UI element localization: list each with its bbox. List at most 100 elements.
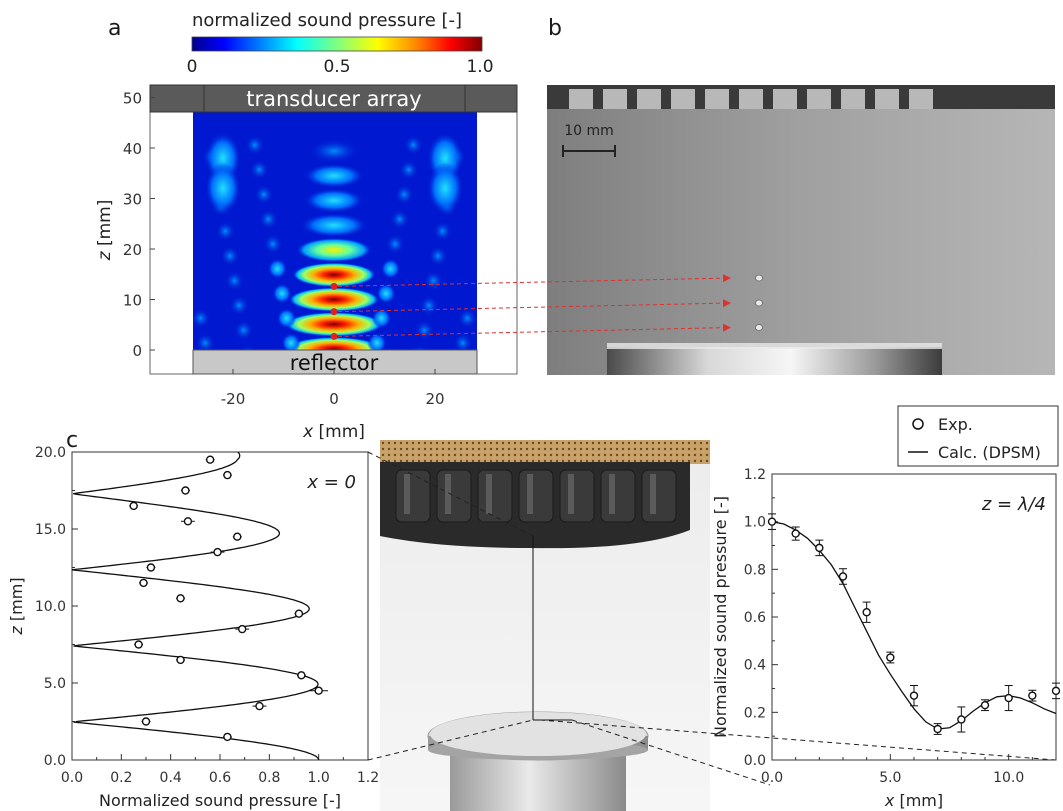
field-z-tick-label: 10 (123, 292, 142, 310)
photo-transducer-can (909, 89, 933, 109)
field-side-lobe (385, 233, 405, 255)
setup-transducer-can (600, 469, 636, 523)
exp-point (838, 572, 848, 581)
field-side-lobe (245, 134, 265, 156)
reflector (192, 349, 478, 375)
field-side-lobe (233, 320, 254, 341)
chart-z-profile-xlabel: Normalized sound pressure [-] (99, 791, 341, 810)
photo-transducer-can (637, 89, 661, 109)
chart-x-profile: Exp. Calc. (DPSM) 0.0 5.0 10.0 0.0 0.2 0.4 0.6… (711, 405, 1061, 810)
field-edge-lobe (427, 162, 464, 215)
exp-point (815, 543, 824, 553)
z-profile-x-tick-label: 0.6 (209, 770, 231, 786)
photo-transducer-can (807, 89, 831, 109)
field-side-lobe (267, 258, 288, 279)
exp-point (314, 686, 323, 695)
field-side-lobe (380, 258, 401, 279)
colorbar-tick-max: 1.0 (466, 57, 493, 77)
x-profile-y-tick-label: 1.2 (744, 467, 766, 483)
photo-reflector (607, 347, 942, 375)
field-side-lobe (457, 308, 477, 329)
field-lobe (288, 287, 380, 312)
photo-particles (755, 274, 763, 331)
exp-point (129, 501, 138, 511)
field-side-lobe (394, 184, 414, 205)
field-map-z-ticks: 0 10 20 30 40 50 (123, 90, 155, 360)
calc-curve-z-profile (71, 451, 320, 761)
photo-particle (755, 299, 763, 307)
field-x-tick-label: 20 (425, 390, 444, 408)
photo-transducer-can (671, 89, 695, 109)
chart-z-profile: 0.0 0.2 0.4 0.6 0.8 1.0 1.20.05.010.015.020.0 … (7, 445, 379, 810)
exp-point (909, 691, 919, 700)
colorbar-gradient (191, 36, 483, 52)
chart-x-profile-ylabel: Normalized sound pressure [-] (711, 496, 730, 738)
field-lobe (299, 213, 369, 238)
field-side-lobe (193, 308, 211, 329)
chart-z-profile-annotation: x = 0 (306, 472, 356, 493)
field-lobe (284, 336, 384, 350)
photo-transducer-can (569, 89, 593, 109)
exp-point (176, 594, 185, 603)
x-profile-x-tick-label: 10.0 (993, 770, 1024, 786)
exp-point (957, 715, 966, 724)
field-edge-lobe (204, 162, 241, 215)
photo-transducers (569, 89, 933, 109)
photo-particle (755, 324, 763, 331)
x-profile-x-tick-label: 5.0 (879, 770, 901, 786)
field-z-tick-label: 20 (123, 241, 142, 259)
exp-point (134, 640, 143, 649)
exp-point (181, 486, 190, 495)
field-lobe (303, 163, 365, 188)
exp-point (141, 717, 151, 726)
z-profile-x-tick-label: 0.8 (258, 770, 280, 786)
setup-transducer-can (518, 469, 554, 523)
z-profile-y-tick-label: 10.0 (35, 599, 66, 615)
x-profile-x-tick-label: 0.0 (761, 770, 783, 786)
exp-point (205, 455, 215, 464)
setup-transducer-can (559, 469, 595, 523)
field-z-tick-label: 40 (123, 140, 142, 158)
field-side-lobe (258, 209, 279, 230)
photo-transducer-can (705, 89, 729, 109)
setup-photo (380, 440, 710, 811)
field-side-lobe (367, 332, 387, 350)
exp-point (1051, 686, 1061, 696)
z-profile-x-tick-label: 1.0 (308, 770, 330, 786)
exp-point (294, 609, 304, 618)
chart-x-profile-xlabel: x [mm] (884, 791, 943, 810)
node-marker (330, 282, 338, 290)
field-side-lobe (371, 308, 392, 329)
node-marker (330, 308, 338, 316)
field-side-lobe (249, 159, 269, 180)
field-side-lobe (272, 283, 292, 304)
field-side-lobe (419, 295, 439, 316)
field-x-tick-label: 0 (329, 390, 339, 408)
exp-point (862, 608, 871, 617)
field-side-lobe (281, 332, 301, 350)
setup-transducer-can (641, 469, 677, 523)
exp-point (255, 701, 264, 711)
exp-point (933, 724, 942, 734)
transducer-array (149, 84, 518, 113)
field-side-lobe (453, 332, 473, 350)
x-profile-y-tick-label: 0.6 (744, 610, 766, 626)
panel-letter-a: a (108, 16, 122, 41)
field-side-lobe (423, 270, 444, 291)
field-side-lobe (195, 332, 215, 350)
levitation-photo: 10 mm (547, 85, 1055, 375)
field-map-xlabel: x [mm] (302, 422, 365, 442)
field-x-tick-label: -20 (221, 390, 246, 408)
field-side-lobe (220, 245, 240, 267)
field-z-tick-label: 30 (123, 191, 142, 209)
exp-point (791, 529, 800, 538)
setup-transducer-can (436, 469, 472, 523)
field-map-x-ticks: -20 0 20 (221, 369, 445, 408)
z-profile-x-tick-label: 1.2 (357, 770, 379, 786)
z-profile-y-tick-label: 20.0 (35, 445, 66, 461)
z-profile-y-tick-label: 5.0 (44, 676, 66, 692)
photo-transducer-can (773, 89, 797, 109)
z-profile-y-tick-label: 0.0 (44, 753, 66, 769)
colorbar-tick-0: 0 (187, 57, 198, 77)
